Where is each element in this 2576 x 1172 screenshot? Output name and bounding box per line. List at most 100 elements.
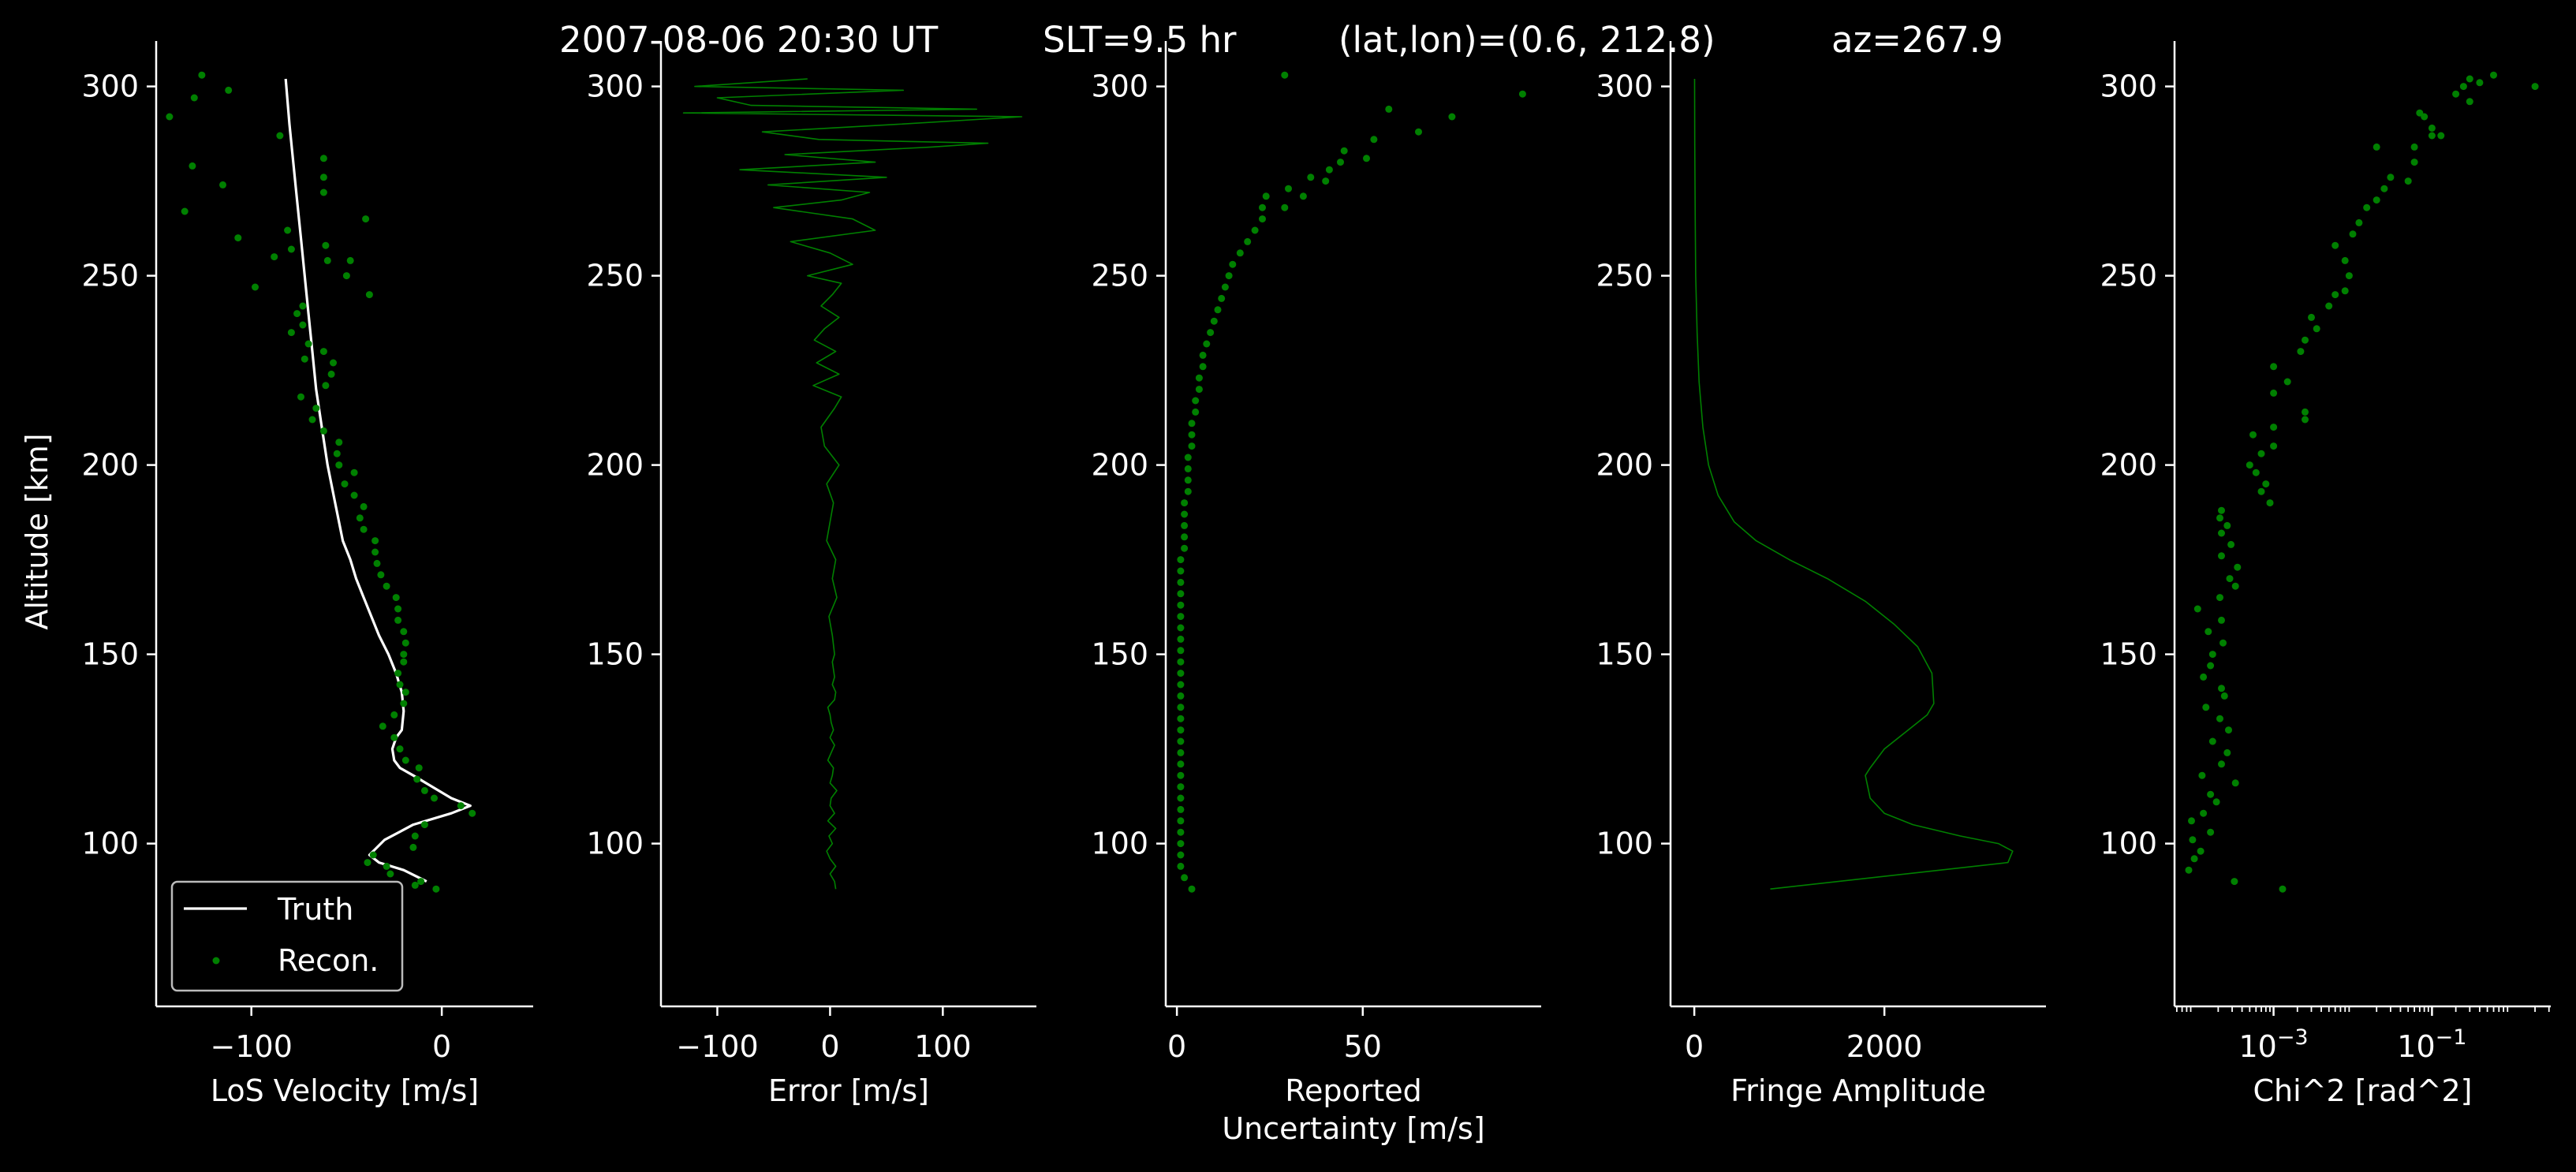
data-point xyxy=(400,651,408,659)
data-point xyxy=(392,594,400,602)
y-tick-label: 200 xyxy=(81,448,139,483)
data-point xyxy=(2220,692,2228,700)
y-tick-label: 250 xyxy=(1091,259,1148,293)
data-point xyxy=(1181,521,1189,529)
data-point xyxy=(1177,748,1185,756)
data-point xyxy=(2341,287,2349,295)
data-point xyxy=(299,302,307,310)
data-point xyxy=(2193,605,2201,613)
data-point xyxy=(189,162,196,170)
data-point xyxy=(2262,480,2270,488)
data-point xyxy=(181,207,189,215)
data-point xyxy=(2313,325,2320,333)
data-point xyxy=(2531,83,2539,91)
data-point xyxy=(356,514,364,522)
data-point xyxy=(1188,420,1196,427)
data-point xyxy=(2216,715,2223,722)
data-point xyxy=(1177,624,1185,632)
data-point xyxy=(431,794,438,802)
y-tick-label: 250 xyxy=(1596,259,1653,293)
data-point xyxy=(346,256,354,264)
data-point xyxy=(1262,192,1270,200)
y-tick-label: 100 xyxy=(1091,827,1148,861)
title-time: 2007-08-06 20:30 UT xyxy=(559,19,939,61)
data-point xyxy=(2302,408,2309,416)
y-tick-label: 250 xyxy=(81,259,139,293)
data-point xyxy=(287,329,295,337)
data-point xyxy=(2437,132,2445,140)
data-point xyxy=(335,461,343,469)
data-point xyxy=(1184,465,1192,472)
data-point xyxy=(2197,847,2205,855)
x-axis-label-line: Uncertainty [m/s] xyxy=(1222,1111,1484,1146)
data-point xyxy=(1214,306,1222,314)
legend-recon-label: Recon. xyxy=(278,943,379,978)
data-point xyxy=(2308,313,2315,321)
data-point xyxy=(1188,431,1196,439)
legend-recon-swatch xyxy=(212,957,220,965)
data-point xyxy=(1218,294,1226,302)
data-point xyxy=(2252,468,2260,476)
data-point xyxy=(322,241,330,249)
data-point xyxy=(252,283,259,291)
data-point xyxy=(420,786,428,794)
data-point xyxy=(341,480,349,488)
data-point xyxy=(1181,874,1189,882)
data-point xyxy=(415,764,423,772)
x-tick-label: 0 xyxy=(1167,1029,1186,1064)
data-point xyxy=(1236,249,1244,257)
x-axis-label: LoS Velocity [m/s] xyxy=(211,1073,479,1108)
data-point xyxy=(1177,828,1185,836)
data-point xyxy=(284,226,292,234)
data-point xyxy=(1177,681,1185,689)
data-point xyxy=(198,71,206,79)
data-point xyxy=(335,439,343,446)
data-point xyxy=(1181,533,1189,541)
data-point xyxy=(1259,203,1266,211)
data-point xyxy=(219,181,226,188)
data-point xyxy=(2231,878,2238,886)
data-point xyxy=(322,382,330,390)
data-point xyxy=(2218,760,2225,768)
panel-1: 100 150 200 250 300 −100 0 LoS Velocity [m/s] Al… xyxy=(20,41,533,1108)
data-point xyxy=(350,468,358,476)
data-point xyxy=(2331,291,2339,299)
data-point xyxy=(2231,779,2239,787)
data-point xyxy=(394,670,402,677)
data-point xyxy=(432,885,440,893)
data-point xyxy=(2373,196,2380,204)
data-point xyxy=(371,548,379,556)
data-point xyxy=(411,881,419,889)
data-point xyxy=(383,862,390,870)
data-point xyxy=(1177,862,1185,870)
data-point xyxy=(2207,662,2215,670)
data-point xyxy=(373,559,381,567)
data-point xyxy=(287,245,295,253)
data-point xyxy=(2226,575,2234,583)
x-tick-label: 10−1 xyxy=(2397,1025,2466,1064)
data-point xyxy=(1181,510,1189,518)
x-tick-label: −100 xyxy=(211,1029,293,1064)
x-tick-exponent: −1 xyxy=(2436,1025,2467,1050)
data-point xyxy=(1177,726,1185,734)
data-point xyxy=(319,348,327,356)
panel-4: 100 150 200 250 300 0 2000 Fringe Amplitude xyxy=(1596,41,2046,1108)
data-point xyxy=(409,843,417,851)
data-point xyxy=(1210,317,1218,325)
data-point xyxy=(2355,218,2363,226)
data-point xyxy=(2185,866,2193,874)
data-point xyxy=(2227,540,2235,548)
data-point xyxy=(413,775,421,783)
data-point xyxy=(342,272,350,280)
y-tick-label: 100 xyxy=(1596,827,1653,861)
data-point xyxy=(299,321,307,329)
y-axis-label: Altitude [km] xyxy=(20,433,54,629)
x-axis-label: Chi^2 [rad^2] xyxy=(2253,1073,2473,1108)
data-point xyxy=(1325,166,1333,174)
data-point xyxy=(1177,783,1185,791)
data-point xyxy=(2410,159,2418,166)
data-point xyxy=(383,582,390,590)
data-point xyxy=(2223,521,2231,529)
data-point xyxy=(2207,828,2215,836)
